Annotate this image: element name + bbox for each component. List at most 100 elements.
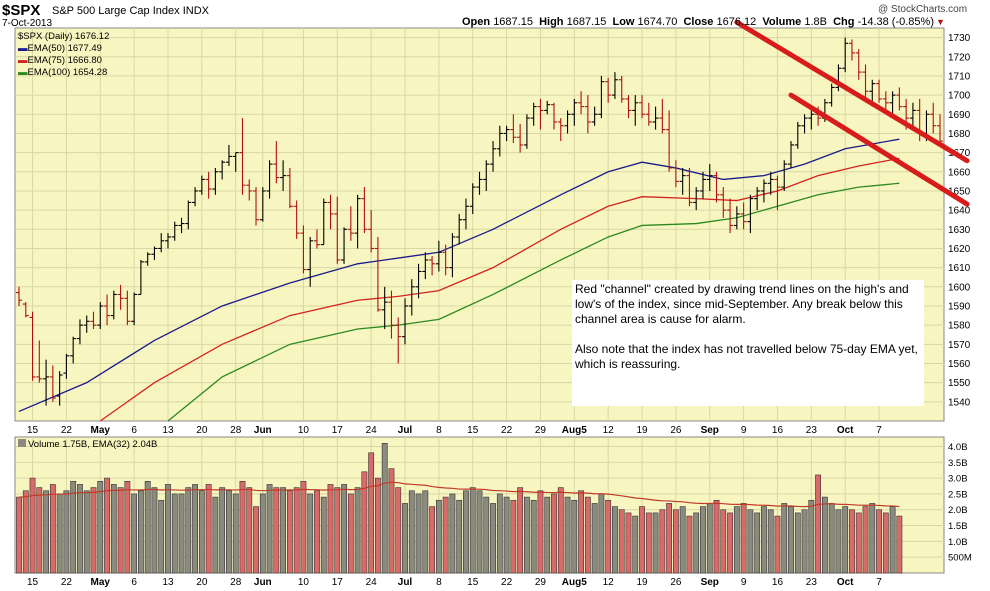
volume-bar — [449, 493, 456, 574]
time-tick-label: 22 — [501, 425, 513, 436]
price-bar — [83, 315, 90, 333]
time-tick-label: Oct — [837, 577, 854, 588]
price-bar — [909, 102, 916, 126]
index-name: S&P 500 Large Cap Index — [52, 5, 180, 17]
price-bar — [286, 167, 293, 209]
price-bar — [151, 246, 158, 260]
price-tick-label: 1700 — [948, 91, 971, 102]
volume-tick-label: 500M — [948, 553, 972, 564]
volume-bar — [368, 452, 375, 574]
price-tick-label: 1640 — [948, 206, 971, 217]
price-bar — [720, 187, 727, 218]
time-tick-label: 26 — [670, 425, 682, 436]
price-bar — [774, 175, 781, 211]
time-tick-label: 6 — [131, 425, 137, 436]
volume-bar — [808, 499, 815, 574]
price-bar — [232, 152, 239, 172]
volume-bar — [293, 487, 300, 574]
price-bar — [347, 206, 354, 241]
price-bar — [862, 64, 869, 99]
price-bar — [341, 227, 348, 264]
price-bar — [334, 196, 341, 264]
price-bar — [280, 160, 287, 191]
volume-bar — [259, 493, 266, 574]
time-tick-label: 12 — [603, 577, 615, 588]
volume-bar — [469, 487, 476, 574]
volume-bar — [774, 515, 781, 574]
time-tick-label: 15 — [467, 577, 479, 588]
volume-bar — [456, 499, 463, 574]
price-bar — [503, 125, 510, 142]
volume-bar — [578, 490, 584, 574]
price-bar — [49, 365, 56, 402]
channel-lower-line — [788, 92, 970, 207]
volume-bar — [761, 506, 767, 574]
price-bar — [307, 236, 314, 287]
volume-bar — [341, 484, 347, 574]
price-tick-label: 1550 — [948, 378, 971, 389]
price-tick-label: 1660 — [948, 167, 971, 178]
price-tick-label: 1600 — [948, 282, 971, 293]
volume-bar — [571, 499, 578, 574]
price-bar — [456, 213, 463, 245]
volume-tick-label: 3.0B — [948, 474, 968, 485]
volume-bar — [442, 496, 449, 574]
volume-bar — [733, 506, 740, 574]
volume-bar — [185, 487, 192, 574]
ema100-line — [167, 182, 900, 422]
open-value: 1687.15 — [493, 16, 533, 28]
price-bar — [313, 229, 320, 249]
price-bar — [388, 290, 395, 339]
price-bar — [652, 106, 659, 130]
legend-volume-swatch-icon — [18, 439, 26, 447]
price-bar — [415, 263, 422, 299]
volume-bar — [747, 509, 754, 574]
price-tick-label: 1540 — [948, 397, 971, 408]
credit-text: @ StockCharts.com — [878, 4, 968, 15]
volume-bar — [429, 506, 435, 574]
volume-bar — [158, 499, 165, 574]
volume-bar — [557, 487, 564, 574]
volume-bar — [544, 496, 551, 574]
time-tick-label: 17 — [332, 577, 344, 588]
volume-bar — [171, 493, 178, 574]
price-bar — [56, 371, 63, 406]
price-bar — [618, 75, 625, 103]
price-bar — [469, 183, 476, 214]
price-tick-label: 1730 — [948, 33, 971, 44]
time-tick-label: 15 — [27, 577, 39, 588]
price-bar — [483, 160, 490, 191]
price-tick-label: 1690 — [948, 110, 971, 121]
volume-bar — [598, 493, 605, 574]
chg-down-icon: ▼ — [936, 17, 945, 27]
time-tick-label: 26 — [670, 577, 682, 588]
time-tick-label: 24 — [366, 577, 378, 588]
open-label: Open — [462, 16, 491, 28]
volume-bar — [700, 506, 706, 574]
price-bar — [361, 187, 368, 234]
volume-bar — [517, 487, 524, 574]
price-bar — [239, 118, 246, 195]
volume-bar — [781, 503, 788, 574]
price-bar — [672, 160, 679, 188]
volume-bar — [584, 496, 591, 574]
price-bar — [760, 179, 767, 203]
price-bar — [185, 200, 192, 230]
volume-bar — [815, 474, 822, 574]
legend-ema50: ▬EMA(50) 1677.49 — [18, 43, 102, 54]
price-bar — [76, 319, 83, 345]
volume-bar — [666, 503, 673, 574]
volume-bar — [706, 503, 713, 574]
price-bar — [523, 114, 530, 149]
price-bar — [395, 317, 402, 364]
volume-bar — [151, 487, 158, 574]
price-tick-label: 1650 — [948, 186, 971, 197]
price-bar — [659, 98, 666, 134]
price-bar — [598, 75, 605, 119]
volume-bar — [178, 493, 185, 574]
price-bar — [171, 221, 178, 241]
volume-bar — [388, 468, 395, 574]
legend-ema50-label: EMA(50) 1677.49 — [27, 43, 102, 54]
volume-bar — [70, 480, 77, 574]
volume-bar — [727, 512, 733, 574]
